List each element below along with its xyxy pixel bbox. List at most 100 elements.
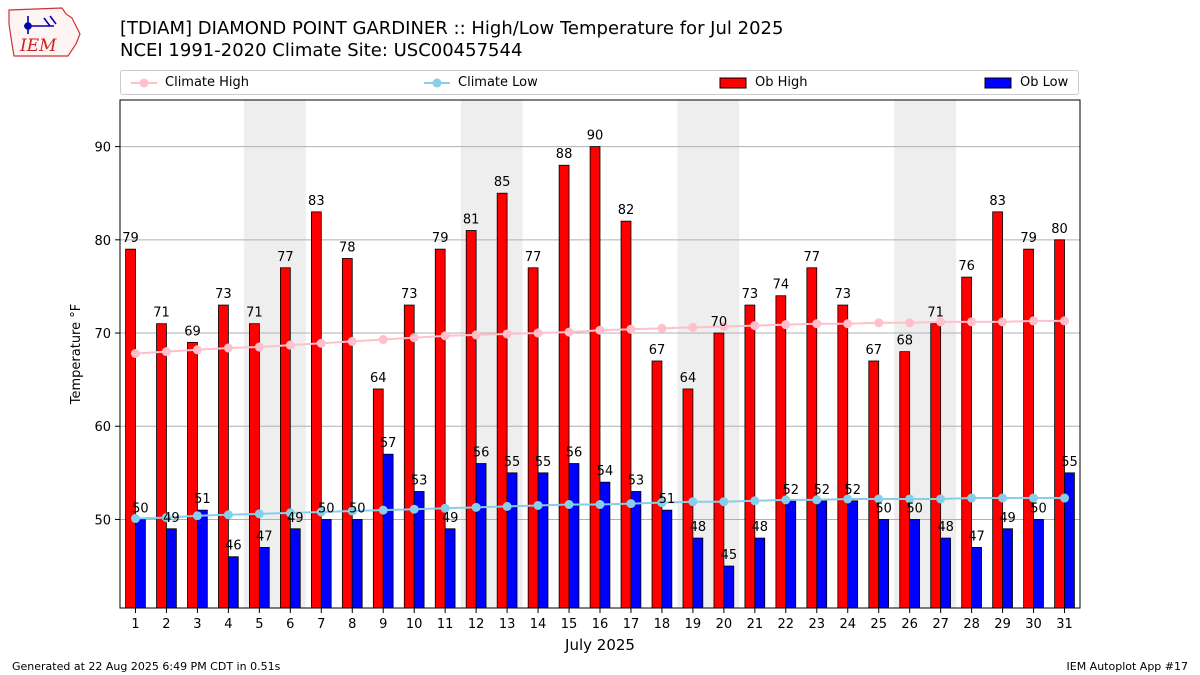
ob-high-bar bbox=[837, 304, 849, 609]
x-tick-label: 22 bbox=[778, 617, 795, 632]
x-tick-label: 1 bbox=[131, 617, 139, 632]
ob-low-bar bbox=[320, 519, 332, 609]
climate-high-point bbox=[471, 330, 481, 340]
ob-high-value-label: 77 bbox=[525, 250, 542, 265]
climate-high-point bbox=[936, 317, 946, 327]
climate-low-point bbox=[130, 514, 140, 524]
ob-low-bar bbox=[1002, 528, 1013, 609]
climate-high-point bbox=[874, 318, 884, 328]
x-tick-label: 14 bbox=[530, 617, 547, 632]
x-tick-label: 28 bbox=[963, 617, 980, 632]
climate-high-point bbox=[316, 338, 326, 348]
climate-low-point bbox=[254, 509, 264, 519]
ob-low-value-label: 56 bbox=[473, 446, 490, 461]
x-tick-label: 12 bbox=[468, 617, 485, 632]
x-tick-label: 9 bbox=[379, 617, 387, 632]
ob-low-bar bbox=[723, 565, 735, 609]
ob-low-value-label: 55 bbox=[1061, 455, 1078, 470]
climate-high-point bbox=[905, 318, 915, 328]
ob-high-bar bbox=[992, 211, 1003, 609]
ob-low-bar bbox=[847, 500, 859, 609]
x-tick-label: 6 bbox=[286, 617, 294, 632]
x-tick-label: 13 bbox=[499, 617, 516, 632]
climate-low-point bbox=[161, 513, 171, 523]
legend-marker-climate-low bbox=[424, 78, 450, 87]
ob-low-bar bbox=[289, 528, 301, 609]
ob-low-bar bbox=[197, 509, 208, 609]
ob-high-bar bbox=[1054, 239, 1065, 609]
ob-low-value-label: 51 bbox=[659, 492, 676, 507]
ob-high-bar bbox=[434, 248, 446, 609]
ob-high-bar bbox=[899, 351, 911, 609]
ob-low-value-label: 50 bbox=[318, 501, 335, 516]
ob-low-value-label: 53 bbox=[628, 473, 645, 488]
climate-low-point bbox=[812, 495, 822, 505]
climate-low-point bbox=[502, 501, 512, 511]
legend-label: Climate High bbox=[165, 75, 250, 90]
ob-high-value-label: 79 bbox=[1020, 231, 1037, 246]
ob-high-value-label: 67 bbox=[865, 343, 882, 358]
ob-low-bar bbox=[692, 537, 704, 609]
climate-high-point bbox=[1029, 316, 1039, 326]
climate-low-point bbox=[688, 497, 698, 507]
legend-ob-high: Ob High bbox=[719, 71, 808, 94]
ob-low-bar bbox=[754, 537, 766, 609]
climate-low-point bbox=[440, 503, 450, 513]
x-tick-label: 23 bbox=[809, 617, 826, 632]
climate-low-point bbox=[316, 507, 326, 517]
climate-high-point bbox=[564, 327, 574, 337]
ob-low-bar bbox=[630, 491, 642, 609]
ob-high-value-label: 71 bbox=[927, 306, 944, 321]
climate-high-point bbox=[595, 325, 605, 335]
ob-low-bar bbox=[1033, 519, 1044, 609]
ob-low-bar bbox=[537, 472, 549, 609]
climate-high-point bbox=[223, 343, 233, 353]
y-axis-label: Temperature °F bbox=[69, 304, 84, 405]
climate-high-point bbox=[254, 342, 264, 352]
ob-high-value-label: 79 bbox=[122, 231, 139, 246]
ob-high-bar bbox=[527, 267, 539, 609]
climate-low-point bbox=[936, 494, 946, 504]
x-tick-label: 17 bbox=[623, 617, 640, 632]
ob-high-value-label: 85 bbox=[494, 175, 511, 190]
ob-low-value-label: 57 bbox=[380, 436, 397, 451]
climate-high-point bbox=[781, 320, 791, 330]
ob-high-value-label: 88 bbox=[556, 147, 573, 162]
x-tick-label: 31 bbox=[1056, 617, 1073, 632]
ob-low-bar bbox=[258, 547, 270, 609]
x-tick-label: 7 bbox=[317, 617, 325, 632]
x-axis-label: July 2025 bbox=[564, 636, 635, 654]
x-tick-label: 4 bbox=[224, 617, 232, 632]
climate-high-point bbox=[192, 345, 202, 355]
climate-low-point bbox=[905, 494, 915, 504]
chart-subtitle: NCEI 1991-2020 Climate Site: USC00457544 bbox=[120, 40, 523, 61]
ob-high-value-label: 83 bbox=[989, 194, 1006, 209]
chart-title: [TDIAM] DIAMOND POINT GARDINER :: High/L… bbox=[120, 18, 784, 39]
ob-high-value-label: 83 bbox=[308, 194, 325, 209]
ob-high-value-label: 76 bbox=[958, 259, 975, 274]
ob-high-value-label: 73 bbox=[401, 287, 418, 302]
climate-low-point bbox=[533, 500, 543, 510]
x-tick-label: 10 bbox=[406, 617, 423, 632]
generated-timestamp: Generated at 22 Aug 2025 6:49 PM CDT in … bbox=[12, 660, 281, 673]
climate-high-point bbox=[998, 317, 1008, 327]
ob-low-value-label: 49 bbox=[287, 511, 304, 526]
ob-low-value-label: 55 bbox=[535, 455, 552, 470]
x-tick-label: 21 bbox=[747, 617, 764, 632]
x-tick-label: 20 bbox=[716, 617, 733, 632]
x-tick-label: 26 bbox=[901, 617, 918, 632]
ob-high-bar bbox=[651, 360, 663, 609]
climate-high-point bbox=[812, 319, 822, 329]
climate-high-point bbox=[502, 329, 512, 339]
iowa-outline bbox=[8, 7, 81, 57]
climate-low-point bbox=[750, 496, 760, 506]
ob-low-bar bbox=[506, 472, 518, 609]
x-tick-label: 11 bbox=[437, 617, 454, 632]
climate-high-point bbox=[719, 322, 729, 332]
ob-high-value-label: 70 bbox=[711, 315, 728, 330]
ob-low-bar bbox=[1064, 472, 1075, 609]
climate-low-point bbox=[1060, 493, 1070, 503]
climate-low-point bbox=[471, 502, 481, 512]
climate-high-point bbox=[750, 321, 760, 331]
ob-low-bar bbox=[568, 463, 580, 609]
